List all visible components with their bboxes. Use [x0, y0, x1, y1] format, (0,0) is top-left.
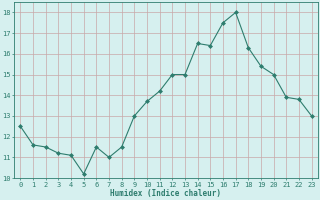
X-axis label: Humidex (Indice chaleur): Humidex (Indice chaleur) [110, 189, 221, 198]
